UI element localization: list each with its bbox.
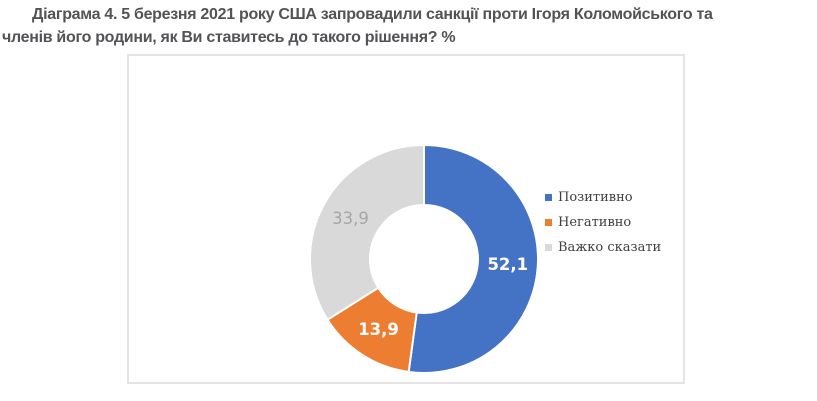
chart-title-line1: Діаграма 4. 5 березня 2021 року США запр… <box>32 6 713 23</box>
legend-label-hard-to-say: Важко сказати <box>558 240 662 255</box>
legend-label-negative: Негативно <box>558 215 632 230</box>
legend-swatch-negative <box>545 219 552 226</box>
legend-label-positive: Позитивно <box>558 190 633 205</box>
donut-chart: 52,1 13,9 33,9 <box>309 144 539 374</box>
legend: Позитивно Негативно Важко сказати <box>545 185 661 260</box>
chart-area: 52,1 13,9 33,9 Позитивно Негативно Важко с… <box>127 54 685 384</box>
data-label-1: 13,9 <box>358 320 399 339</box>
legend-swatch-hard-to-say <box>545 244 552 251</box>
chart-title: Діаграма 4. 5 березня 2021 року США запр… <box>2 3 814 49</box>
donut-slice-2 <box>309 144 425 321</box>
data-label-0: 52,1 <box>487 255 528 274</box>
data-label-2: 33,9 <box>332 209 369 228</box>
chart-title-line2: членів його родини, як Ви ставитесь до т… <box>2 29 456 46</box>
donut-slice-0 <box>407 144 539 374</box>
legend-item-hard-to-say: Важко сказати <box>545 235 661 260</box>
legend-item-negative: Негативно <box>545 210 661 235</box>
legend-swatch-positive <box>545 194 552 201</box>
legend-item-positive: Позитивно <box>545 185 661 210</box>
